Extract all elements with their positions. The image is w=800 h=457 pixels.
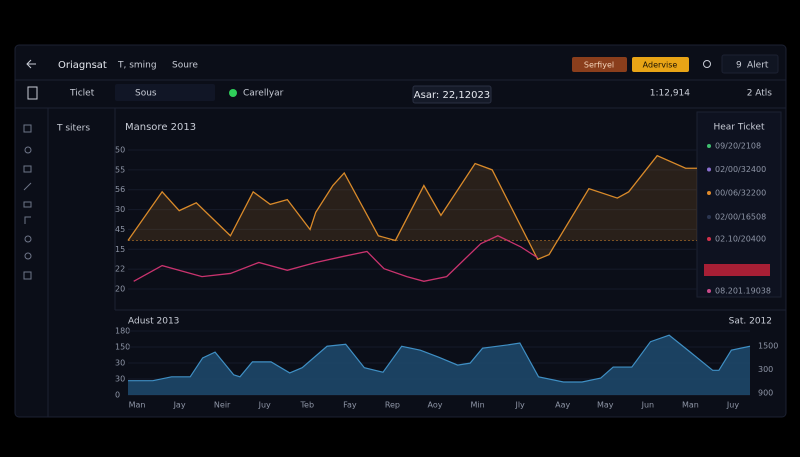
area [128, 335, 750, 395]
x-tick-label: Aay [555, 401, 570, 410]
icon[interactable] [24, 252, 32, 260]
y2-tick-label: 300 [758, 365, 773, 374]
status: Carellyar [243, 89, 284, 99]
y-tick-label: 30 [115, 375, 125, 384]
filter: Sous [135, 89, 157, 99]
app-title: Oriagnsat [58, 60, 107, 71]
x-tick-label: May [597, 401, 614, 410]
legend-dot [707, 144, 711, 148]
icon[interactable] [23, 182, 32, 191]
panel-item: 02/00/32400 [715, 165, 766, 174]
progress-bar [704, 264, 770, 276]
icon[interactable] [23, 165, 32, 173]
x-tick-label: Rep [385, 401, 400, 410]
legend-dot [707, 167, 711, 172]
y-tick-label: 30 [115, 205, 125, 214]
search-icon[interactable] [703, 60, 711, 68]
dropdown[interactable] [115, 84, 215, 101]
button[interactable] [572, 57, 627, 72]
x-tick-label: Man [129, 401, 146, 410]
panel-item: 09/20/2108 [715, 142, 761, 151]
line [133, 235, 539, 282]
y-tick-label: 22 [115, 265, 125, 274]
y-tick-label: 45 [115, 225, 125, 234]
x-tick-label: Teb [300, 401, 315, 410]
x-tick-label: Jly [514, 401, 525, 410]
panel-icon[interactable] [27, 86, 38, 100]
y-tick-label: 30 [115, 359, 125, 368]
button-label: Serfiyel [584, 61, 614, 70]
panel-item: 08.201.19038 [715, 287, 771, 296]
icon[interactable] [23, 271, 32, 280]
y-tick-label: 150 [115, 343, 130, 352]
back-icon[interactable] [26, 59, 36, 69]
panel-item: 02/00/16508 [715, 213, 766, 222]
x-tick-label: Min [470, 401, 484, 410]
info: 2 Atls [747, 89, 773, 99]
line [127, 154, 697, 261]
alert-button[interactable] [721, 54, 779, 74]
legend-dot [707, 215, 711, 219]
area-line [128, 334, 751, 383]
menu[interactable]: T, sming [117, 61, 157, 71]
date-box[interactable] [412, 85, 492, 104]
y2-tick-label: 900 [758, 389, 773, 398]
alert-label: Alert [747, 61, 769, 71]
icon[interactable] [24, 235, 32, 243]
icon[interactable] [23, 124, 32, 133]
panel-item: 00/06/32200 [715, 189, 766, 198]
x-tick-label: Juy [258, 401, 271, 410]
y-tick-label: 180 [115, 327, 130, 336]
date: Asar: 22,12023 [414, 90, 490, 101]
sidebar-icons [23, 124, 32, 280]
y-tick-label: 15 [115, 245, 125, 254]
y-tick-label: 55 [115, 165, 125, 174]
y-tick-label: 56 [115, 185, 125, 194]
button-label: Adervise [643, 61, 678, 70]
y2-tick-label: 1500 [758, 342, 778, 351]
icon[interactable] [24, 146, 32, 154]
filter[interactable]: Ticlet [69, 89, 95, 99]
panel-title: Hear Ticket [713, 123, 764, 133]
legend-dot [707, 191, 711, 195]
x-tick-label: Man [682, 401, 699, 410]
info: 1:12,914 [650, 89, 691, 99]
button[interactable] [632, 57, 689, 72]
chart-title: Adust 2013 [128, 317, 179, 327]
icon[interactable] [24, 216, 31, 224]
panel-item: 02.10/20400 [715, 235, 766, 244]
x-tick-label: Aoy [428, 401, 443, 410]
x-tick-label: Neir [214, 401, 231, 410]
x-tick-label: Jun [641, 401, 655, 410]
menu[interactable]: Soure [172, 61, 198, 71]
x-tick-label: Juy [726, 401, 739, 410]
status-dot [229, 89, 237, 97]
legend-dot [707, 237, 711, 241]
y-tick-label: 50 [115, 146, 125, 155]
y-tick-label: 0 [115, 391, 120, 400]
icon[interactable] [23, 201, 32, 208]
y-tick-label: 20 [115, 285, 125, 294]
alert-count: 9 [736, 61, 742, 71]
legend-dot [707, 289, 711, 293]
x-tick-label: Jay [173, 401, 186, 410]
chart-title: Sat. 2012 [729, 317, 772, 327]
x-tick-label: Fay [343, 401, 357, 410]
sidebar-label[interactable]: T siters [56, 124, 90, 134]
chart-title: Mansore 2013 [125, 122, 196, 133]
